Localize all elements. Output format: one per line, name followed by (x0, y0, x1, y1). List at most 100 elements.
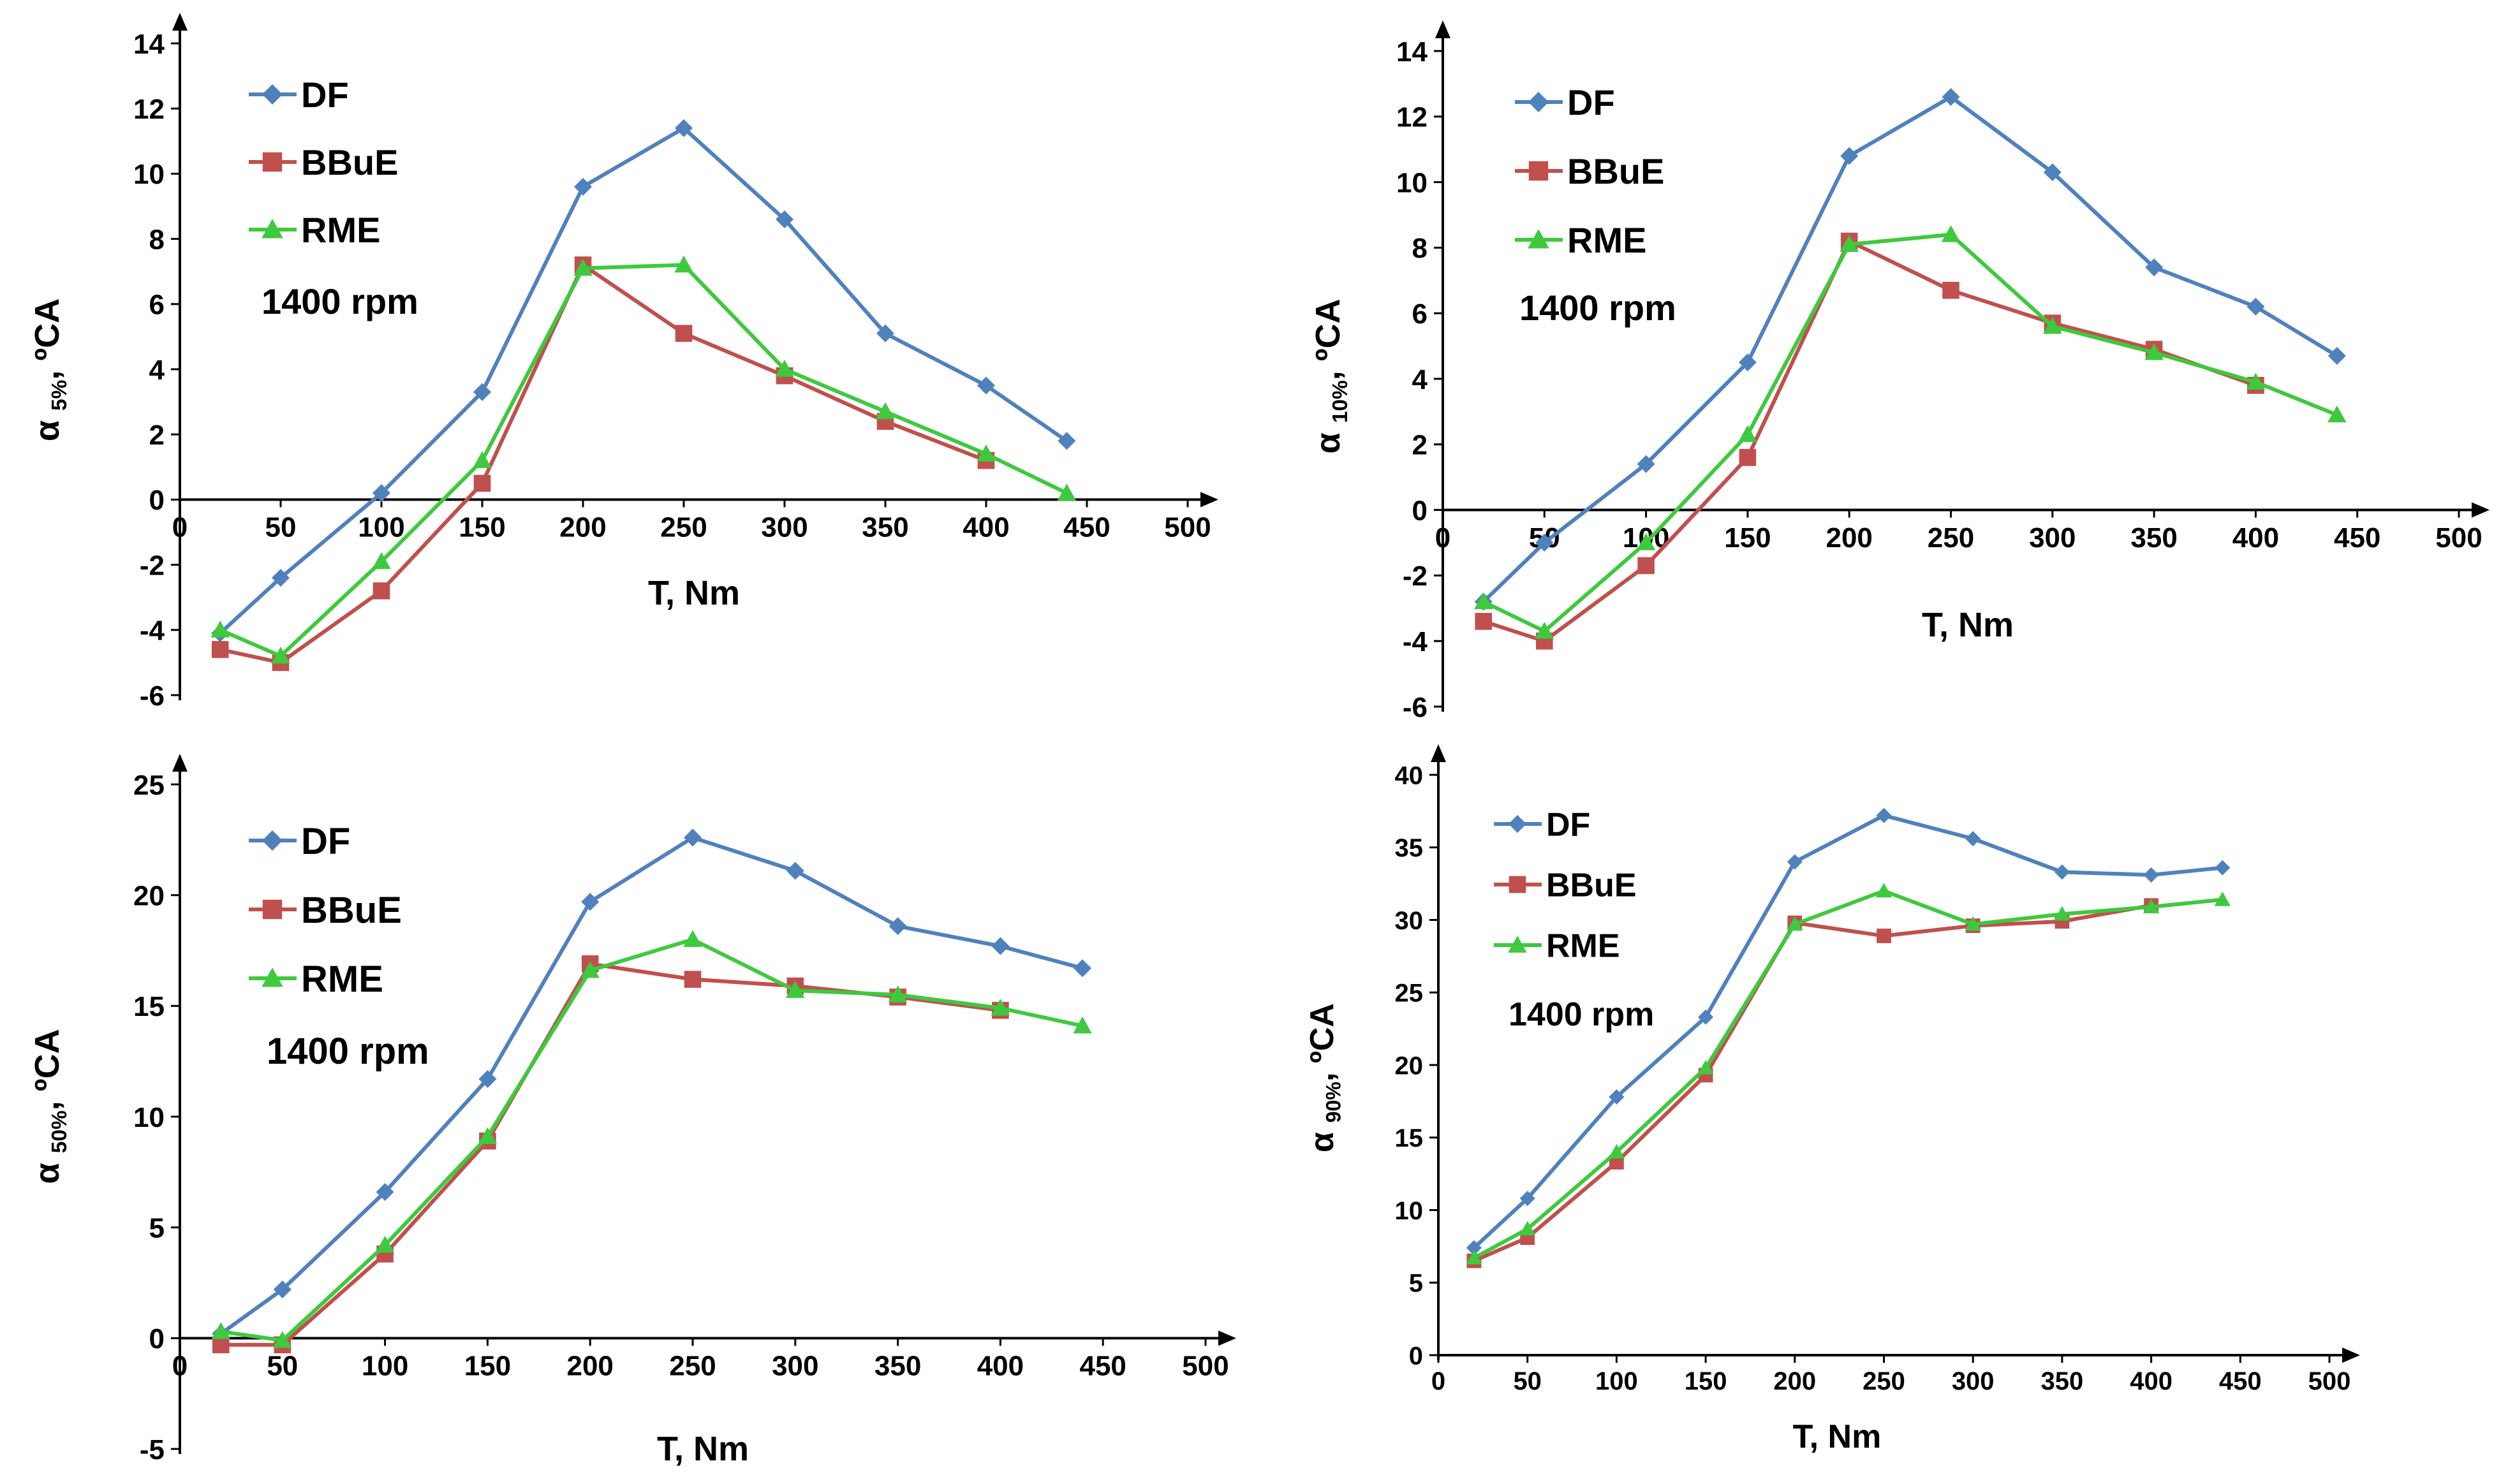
y-axis-title: α 5%, ºCA (28, 298, 71, 441)
data-point-rme (1965, 916, 1981, 931)
y-tick-label: -2 (1403, 561, 1428, 592)
legend-entry-rme: RME (1515, 220, 1646, 260)
data-point-df (2054, 864, 2070, 880)
x-tick-label: 300 (2029, 522, 2076, 554)
legend-entry-df: DF (1494, 807, 1590, 844)
x-axis-arrow (1218, 1330, 1236, 1346)
y-tick-label: 6 (149, 290, 165, 321)
x-tick-label: 300 (772, 1351, 818, 1382)
data-point-df (1535, 534, 1554, 552)
data-point-bbue (1739, 449, 1757, 466)
y-tick-label: 0 (149, 1323, 165, 1355)
y-axis-subscript: 90% (1322, 1082, 1345, 1123)
x-tick-label: 450 (1079, 1351, 1126, 1382)
data-point-bbue (212, 1336, 230, 1354)
x-tick-label: 400 (2232, 522, 2279, 554)
data-point-rme (573, 258, 593, 276)
series-line-df (1472, 813, 2223, 1249)
data-point-df (2043, 163, 2062, 182)
y-tick-label: 4 (149, 355, 165, 386)
x-tick-label: 150 (1685, 1367, 1727, 1395)
x-axis-title: T, Nm (1922, 606, 2014, 644)
series-df (211, 119, 1076, 642)
y-tick-label: -4 (140, 615, 165, 647)
data-point-df (889, 917, 907, 936)
y-tick-label: 40 (1395, 761, 1424, 790)
series-line-df (219, 126, 1068, 635)
y-tick-label: 10 (1396, 167, 1428, 198)
y-tick-label: 10 (1395, 1197, 1424, 1225)
y-tick-label: 20 (1395, 1052, 1424, 1080)
legend-label: DF (1546, 807, 1590, 844)
x-axis-arrow (2342, 1348, 2360, 1363)
y-axis-subscript: 5% (48, 380, 71, 411)
legend-marker (1509, 815, 1526, 833)
x-axis-title: T, Nm (648, 574, 740, 612)
x-tick-label: 500 (1182, 1351, 1228, 1382)
legend-label: BBuE (301, 142, 398, 182)
y-tick-label: 14 (133, 29, 165, 60)
data-point-rme (372, 552, 391, 569)
data-point-rme (977, 444, 996, 462)
y-tick-label: 0 (1412, 495, 1428, 526)
data-point-rme (478, 1127, 498, 1145)
x-tick-label: 350 (874, 1351, 921, 1382)
speed-annotation: 1400 rpm (267, 1031, 429, 1072)
data-point-rme (375, 1235, 395, 1253)
x-tick-label: 0 (172, 512, 188, 543)
speed-annotation: 1400 rpm (1509, 996, 1654, 1033)
y-tick-label: -6 (140, 680, 165, 712)
legend-marker (1508, 936, 1527, 953)
x-tick-label: 0 (1431, 1367, 1445, 1395)
y-tick-label: 10 (133, 1102, 165, 1133)
data-point-df (478, 1069, 497, 1088)
data-point-df (1738, 353, 1757, 372)
x-tick-label: 250 (1928, 522, 1974, 554)
x-axis-title: T, Nm (657, 1430, 749, 1468)
y-axis-symbol: α (1309, 423, 1347, 453)
x-tick-label: 500 (2435, 522, 2482, 554)
series-line-rme (1482, 232, 2338, 633)
y-axis-unit: , ºCA (1309, 299, 1347, 381)
legend-marker (262, 219, 283, 239)
data-point-rme (2043, 317, 2062, 334)
y-tick-label: 2 (149, 420, 165, 451)
y-tick-label: 8 (1412, 233, 1428, 264)
legend-entry-df: DF (1515, 82, 1615, 122)
y-axis-arrow (1435, 20, 1450, 38)
data-point-rme (1840, 235, 1859, 253)
x-tick-label: 200 (1826, 522, 1872, 554)
legend-label: RME (1567, 220, 1646, 260)
y-tick-label: 15 (1395, 1124, 1424, 1152)
x-tick-label: 150 (459, 512, 505, 543)
x-tick-label: 50 (1513, 1367, 1542, 1395)
y-tick-label: 10 (133, 159, 165, 190)
legend-label: BBuE (1567, 151, 1664, 191)
x-tick-label: 200 (559, 512, 606, 543)
series-line-rme (220, 937, 1083, 1342)
series-rme (1466, 883, 2231, 1265)
y-tick-label: 35 (1395, 834, 1424, 862)
legend-label: DF (301, 821, 350, 862)
x-tick-label: 150 (1724, 522, 1771, 554)
speed-annotation: 1400 rpm (1519, 288, 1676, 328)
data-point-rme (1875, 883, 1892, 898)
x-tick-label: 450 (1063, 512, 1110, 543)
data-point-df (1698, 1009, 1714, 1025)
data-point-rme (2143, 899, 2160, 914)
y-tick-label: -6 (1403, 692, 1428, 723)
series-rme (211, 930, 1092, 1348)
series-df (212, 828, 1092, 1343)
data-point-bbue (675, 325, 693, 342)
data-point-rme (1057, 483, 1077, 501)
y-axis-symbol: α (1304, 1123, 1341, 1152)
legend-marker (262, 152, 283, 172)
data-point-rme (2144, 343, 2164, 360)
data-point-df (1965, 831, 1981, 847)
legend-label: DF (1567, 82, 1615, 122)
y-tick-label: 5 (1409, 1270, 1423, 1298)
data-point-df (2328, 347, 2346, 365)
y-tick-label: -5 (140, 1434, 165, 1466)
x-axis-arrow (1200, 492, 1218, 508)
